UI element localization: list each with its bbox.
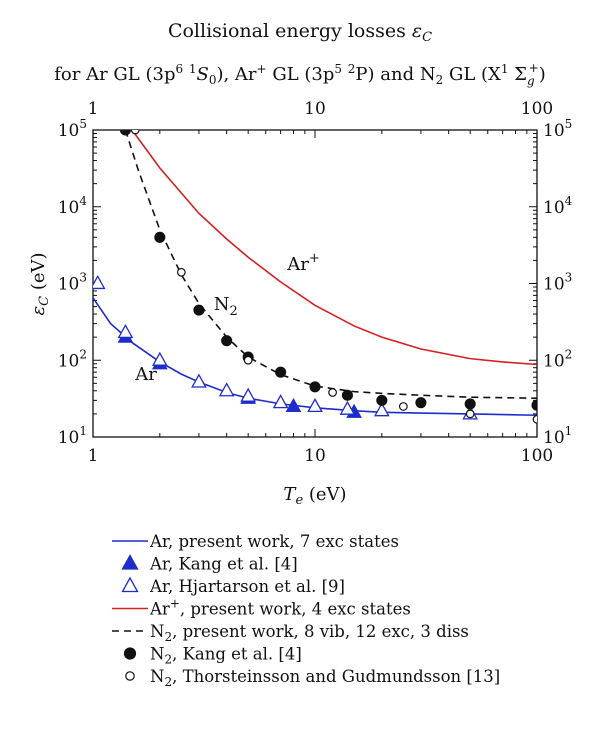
data-point-5 bbox=[341, 389, 353, 401]
y-tick-label: 101 bbox=[58, 424, 87, 448]
data-point-5 bbox=[221, 335, 233, 347]
legend-marker-2 bbox=[121, 576, 139, 593]
legend-label-6: N2, Thorsteinsson and Gudmundsson [13] bbox=[150, 667, 500, 689]
legend-label-2: Ar, Hjartarson et al. [9] bbox=[149, 577, 345, 596]
data-point-2 bbox=[117, 323, 134, 339]
data-point-2 bbox=[272, 394, 289, 409]
series-line-3 bbox=[131, 130, 537, 366]
data-point-5 bbox=[309, 381, 321, 393]
y-tick-label: 103 bbox=[58, 271, 87, 295]
y-tick-label-right: 104 bbox=[543, 194, 573, 218]
x-tick-label: 100 bbox=[521, 446, 553, 466]
legend-label-3: Ar+, present work, 4 exc states bbox=[149, 597, 411, 619]
curve-labels: Ar N2 Ar+ bbox=[134, 251, 320, 385]
data-point-6 bbox=[243, 355, 253, 365]
data-point-2 bbox=[373, 402, 390, 417]
data-point-6 bbox=[398, 402, 408, 411]
data-point-2 bbox=[339, 400, 356, 415]
data-point-5 bbox=[275, 366, 287, 378]
data-point-5 bbox=[154, 231, 166, 243]
legend-label-4: N2, present work, 8 vib, 12 exc, 3 diss bbox=[150, 622, 469, 644]
data-point-5 bbox=[193, 304, 205, 316]
curve-label: Ar bbox=[134, 364, 157, 385]
data-point-2 bbox=[240, 387, 257, 402]
legend-marker-5 bbox=[123, 647, 137, 660]
data-point-1 bbox=[285, 397, 302, 413]
data-point-6 bbox=[130, 130, 140, 135]
x-axis-label: Te (eV) bbox=[283, 484, 346, 508]
legend-marker-1 bbox=[121, 554, 139, 570]
curve-label: Ar+ bbox=[286, 251, 320, 275]
legend-marker-6 bbox=[125, 671, 135, 681]
data-point-5 bbox=[531, 399, 537, 411]
y-tick-label-right: 103 bbox=[543, 271, 572, 295]
y-tick-label: 102 bbox=[58, 347, 87, 371]
data-point-6 bbox=[532, 414, 537, 424]
data-point-2 bbox=[151, 351, 168, 366]
data-point-5 bbox=[119, 130, 131, 136]
data-point-5 bbox=[376, 394, 388, 406]
x-tick-label: 10 bbox=[304, 446, 326, 466]
y-tick-label-right: 105 bbox=[543, 117, 572, 141]
data-point-6 bbox=[465, 409, 475, 419]
data-point-2 bbox=[307, 397, 323, 413]
data-point-6 bbox=[176, 267, 186, 277]
legend: Ar, present work, 7 exc states Ar, Kang e… bbox=[112, 532, 500, 689]
data-point-6 bbox=[328, 388, 337, 397]
x-tick-label-top: 1 bbox=[88, 99, 99, 119]
axis-ticks bbox=[92, 129, 538, 438]
y-tick-label: 104 bbox=[58, 194, 88, 218]
x-tick-label-top: 100 bbox=[521, 99, 553, 119]
x-tick-label-top: 10 bbox=[304, 99, 326, 119]
chart-subtitle: for Ar GL (3p6 1S0), Ar+ GL (3p5 2P) and… bbox=[54, 61, 545, 88]
y-tick-label: 105 bbox=[58, 117, 87, 141]
data-point-2 bbox=[218, 382, 235, 397]
data-point-2 bbox=[93, 274, 106, 290]
legend-label-1: Ar, Kang et al. [4] bbox=[149, 555, 298, 574]
y-axis-label: εC (eV) bbox=[28, 252, 52, 315]
legend-label-0: Ar, present work, 7 exc states bbox=[149, 532, 399, 551]
y-tick-label-right: 101 bbox=[543, 424, 572, 448]
series-line-0 bbox=[93, 297, 537, 417]
curve-label: N2 bbox=[214, 294, 238, 319]
plot-area bbox=[93, 130, 537, 424]
data-point-2 bbox=[191, 373, 207, 388]
legend-label-5: N2, Kang et al. [4] bbox=[150, 645, 302, 667]
series-line-4 bbox=[124, 130, 537, 400]
x-tick-label: 1 bbox=[88, 446, 99, 466]
data-point-5 bbox=[415, 397, 427, 409]
y-tick-label-right: 102 bbox=[543, 347, 572, 371]
data-point-5 bbox=[464, 398, 476, 410]
chart-title: Collisional energy losses εC bbox=[168, 20, 432, 45]
